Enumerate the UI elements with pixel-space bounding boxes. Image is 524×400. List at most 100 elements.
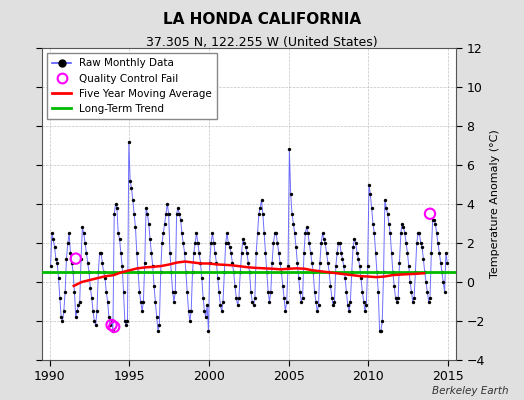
Point (434, 240, 442, 246)
Point (411, 269, 420, 276)
Point (126, 178, 134, 184)
Point (121, 318, 129, 324)
Point (240, 240, 248, 246)
Point (132, 224, 140, 230)
Point (191, 240, 199, 246)
Point (292, 244, 300, 250)
Point (438, 269, 446, 276)
Point (288, 210, 296, 217)
Point (183, 288, 191, 295)
Point (261, 250, 270, 256)
Point (72, 255, 80, 262)
Point (207, 240, 215, 246)
Point (272, 230, 280, 236)
Point (290, 230, 299, 236)
Point (314, 302, 323, 309)
Point (427, 250, 435, 256)
Point (322, 250, 331, 256)
Point (328, 294, 336, 301)
Point (171, 288, 179, 295)
Point (85, 269, 93, 276)
Point (52, 255, 60, 262)
Point (248, 298, 256, 305)
Point (205, 259, 214, 266)
Point (194, 240, 202, 246)
Point (48, 230, 56, 236)
Point (222, 240, 230, 246)
Point (296, 288, 304, 295)
Point (255, 210, 263, 217)
Legend: Raw Monthly Data, Quality Control Fail, Five Year Moving Average, Long-Term Tren: Raw Monthly Data, Quality Control Fail, … (47, 53, 217, 119)
Point (225, 244, 234, 250)
Point (352, 240, 360, 246)
Point (374, 288, 383, 295)
Point (324, 259, 332, 266)
Point (177, 216, 185, 223)
Point (90, 318, 99, 324)
Point (390, 283, 398, 289)
Point (107, 322, 116, 328)
Point (112, 201, 120, 207)
Point (410, 294, 418, 301)
Point (133, 250, 141, 256)
Point (277, 269, 286, 276)
Point (82, 250, 91, 256)
Point (101, 275, 109, 281)
Point (289, 220, 298, 227)
Point (152, 314, 161, 320)
Point (187, 308, 195, 314)
Point (166, 250, 174, 256)
Point (320, 236, 328, 242)
Point (420, 269, 429, 276)
Point (358, 288, 366, 295)
Point (53, 259, 61, 266)
Point (69, 269, 78, 276)
Point (61, 288, 69, 295)
Point (213, 275, 222, 281)
Point (179, 240, 188, 246)
Point (270, 230, 279, 236)
Point (165, 210, 173, 217)
Point (117, 250, 125, 256)
Point (130, 210, 138, 217)
Point (419, 255, 428, 262)
Point (232, 294, 241, 301)
Point (202, 314, 210, 320)
Point (174, 205, 182, 211)
Point (100, 269, 108, 276)
Point (78, 224, 86, 230)
Point (329, 302, 337, 309)
Point (102, 288, 111, 295)
Point (108, 328, 117, 334)
Point (319, 230, 327, 236)
Point (317, 240, 325, 246)
Point (230, 269, 238, 276)
Point (127, 185, 136, 192)
Point (107, 318, 116, 324)
Point (68, 259, 76, 266)
Point (309, 269, 318, 276)
Point (58, 318, 67, 324)
Point (346, 298, 355, 305)
Point (105, 314, 113, 320)
Point (426, 210, 434, 217)
Text: 37.305 N, 122.255 W (United States): 37.305 N, 122.255 W (United States) (146, 36, 378, 49)
Point (436, 259, 445, 266)
Point (399, 224, 408, 230)
Point (301, 230, 310, 236)
Point (369, 220, 377, 227)
Point (302, 224, 311, 230)
Point (175, 210, 183, 217)
Point (89, 308, 97, 314)
Point (150, 283, 158, 289)
Point (110, 324, 118, 330)
Point (282, 298, 291, 305)
Point (211, 250, 219, 256)
Point (349, 244, 357, 250)
Point (259, 210, 267, 217)
Point (185, 318, 194, 324)
Point (293, 259, 301, 266)
Point (239, 236, 247, 242)
Point (75, 298, 84, 305)
Point (172, 210, 181, 217)
